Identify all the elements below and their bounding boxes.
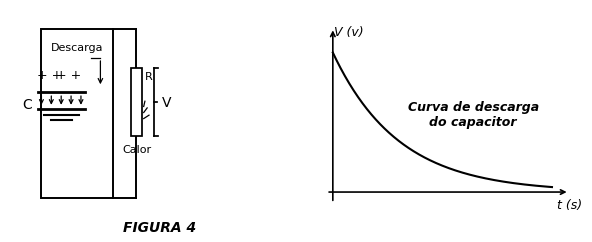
Bar — [131, 68, 142, 136]
Text: C: C — [22, 98, 31, 112]
Text: t (s): t (s) — [557, 199, 582, 212]
Text: + +: + + — [37, 69, 62, 82]
Text: R: R — [145, 72, 153, 83]
Text: V: V — [162, 96, 171, 110]
Text: Descarga: Descarga — [51, 43, 103, 53]
Text: + +: + + — [56, 69, 81, 82]
Text: V (v): V (v) — [334, 26, 363, 39]
Bar — [41, 29, 113, 198]
Text: Curva de descarga
do capacitor: Curva de descarga do capacitor — [407, 101, 539, 129]
Text: FIGURA 4: FIGURA 4 — [123, 221, 197, 235]
Text: Calor: Calor — [122, 145, 151, 155]
